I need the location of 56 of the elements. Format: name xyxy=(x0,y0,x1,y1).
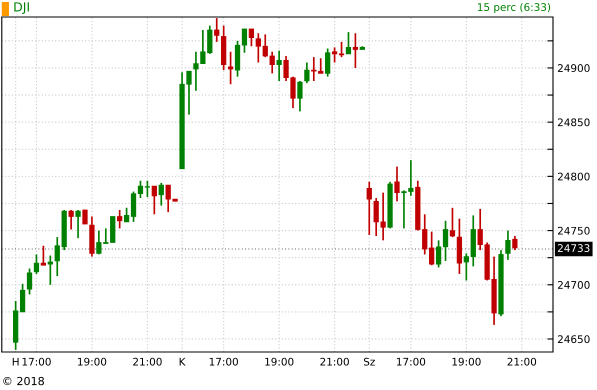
x-tick-label: 19:00 xyxy=(452,358,481,366)
candlestick xyxy=(512,235,518,251)
candlestick xyxy=(442,220,448,262)
x-tick-label: 17:00 xyxy=(22,358,51,366)
candlestick xyxy=(75,209,81,239)
candlestick xyxy=(242,28,248,54)
candlestick xyxy=(325,48,330,78)
x-tick-label: Sz xyxy=(364,358,375,366)
candlestick xyxy=(158,182,164,206)
x-tick-label: 21:00 xyxy=(320,358,349,366)
chart-subtitle: 15 perc (6:33) xyxy=(478,2,550,14)
candlestick xyxy=(152,185,157,216)
candlestick xyxy=(186,70,192,116)
candlestick xyxy=(68,209,74,230)
candlestick xyxy=(297,80,303,112)
candlestick xyxy=(436,240,442,268)
candlestick xyxy=(338,41,344,58)
x-tick-label: K xyxy=(180,358,186,366)
y-tick-label: 24800 xyxy=(558,172,590,180)
x-tick-label: 21:00 xyxy=(133,358,162,366)
candlestick xyxy=(283,55,289,82)
candlestick xyxy=(138,180,144,199)
candlestick xyxy=(450,206,456,238)
y-tick-label: 24700 xyxy=(558,281,590,289)
candlestick xyxy=(228,50,234,86)
candlestick xyxy=(48,254,53,286)
candlestick xyxy=(505,230,511,261)
y-tick-label: 24850 xyxy=(558,118,590,126)
candlestick xyxy=(290,76,296,109)
candlestick xyxy=(117,209,122,230)
candlestick xyxy=(130,190,136,223)
x-tick-label: 19:00 xyxy=(78,358,106,366)
y-tick-label: 24650 xyxy=(558,335,590,344)
candlestick xyxy=(82,209,88,225)
x-tick-label: H xyxy=(12,358,19,366)
candlestick xyxy=(144,180,150,198)
x-tick-label: 19:00 xyxy=(265,358,294,366)
candlestick xyxy=(352,32,358,69)
ref-line-label: 24733 xyxy=(558,244,590,252)
candlestick xyxy=(26,268,32,296)
candlestick xyxy=(124,206,130,223)
x-tick-label: 21:00 xyxy=(508,358,536,366)
candlestick xyxy=(394,166,400,202)
candlestick xyxy=(248,28,254,48)
candlestick xyxy=(346,31,352,55)
candlestick xyxy=(276,50,282,82)
x-tick-label: 17:00 xyxy=(397,358,426,366)
candlestick xyxy=(304,62,310,84)
y-tick-label: 24900 xyxy=(558,64,590,72)
chart-title: DJI xyxy=(14,2,29,14)
candlestick xyxy=(366,180,372,236)
text: © 2018 xyxy=(3,376,44,386)
candlestick xyxy=(34,254,40,275)
x-tick-label: 17:00 xyxy=(210,358,238,366)
candlestick xyxy=(214,17,220,43)
y-tick-label: 24750 xyxy=(558,226,590,235)
